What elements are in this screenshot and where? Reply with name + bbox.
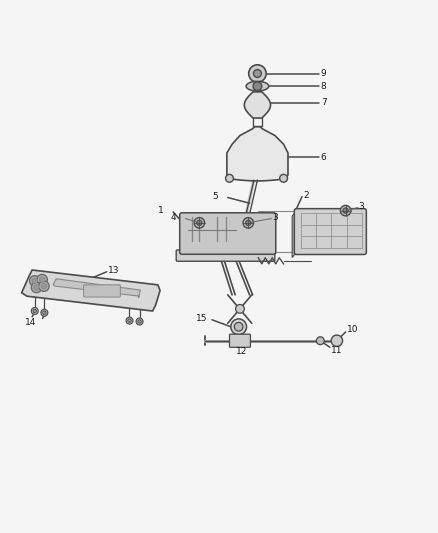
Text: 1: 1 — [158, 206, 164, 215]
FancyBboxPatch shape — [180, 213, 276, 254]
Circle shape — [343, 208, 348, 213]
Circle shape — [234, 322, 243, 331]
Circle shape — [231, 319, 247, 335]
Circle shape — [249, 65, 266, 82]
Text: 2: 2 — [303, 191, 309, 200]
Text: 10: 10 — [347, 325, 358, 334]
Polygon shape — [227, 127, 288, 181]
Circle shape — [316, 337, 324, 345]
Circle shape — [194, 217, 205, 228]
Ellipse shape — [246, 82, 269, 91]
FancyBboxPatch shape — [294, 208, 366, 254]
Polygon shape — [244, 92, 271, 118]
Circle shape — [138, 320, 141, 323]
Polygon shape — [53, 279, 141, 298]
Circle shape — [33, 309, 36, 313]
Text: 3: 3 — [273, 213, 279, 222]
Circle shape — [29, 276, 40, 286]
Circle shape — [280, 174, 288, 182]
Text: 5: 5 — [212, 192, 218, 201]
Text: 11: 11 — [331, 346, 342, 355]
Circle shape — [31, 282, 42, 293]
Text: 7: 7 — [321, 98, 326, 107]
Circle shape — [246, 220, 251, 225]
Circle shape — [126, 317, 133, 324]
Circle shape — [37, 274, 47, 285]
Circle shape — [226, 174, 233, 182]
Circle shape — [34, 285, 39, 290]
Text: 13: 13 — [108, 266, 119, 275]
Polygon shape — [292, 211, 297, 257]
Text: 15: 15 — [196, 314, 208, 324]
Circle shape — [32, 278, 37, 284]
Circle shape — [331, 335, 343, 346]
Circle shape — [254, 70, 261, 77]
FancyBboxPatch shape — [84, 285, 120, 297]
Text: 6: 6 — [321, 153, 326, 162]
Circle shape — [42, 311, 46, 314]
Circle shape — [253, 82, 262, 91]
Text: 3: 3 — [359, 202, 364, 211]
Circle shape — [41, 309, 48, 316]
Text: 12: 12 — [236, 347, 247, 356]
Text: 14: 14 — [25, 318, 36, 327]
Circle shape — [31, 308, 38, 314]
Text: 9: 9 — [321, 69, 326, 78]
Circle shape — [243, 217, 254, 228]
Circle shape — [39, 281, 49, 292]
Circle shape — [136, 318, 143, 325]
Circle shape — [39, 277, 45, 282]
Circle shape — [197, 220, 202, 225]
Polygon shape — [21, 270, 160, 311]
FancyBboxPatch shape — [176, 250, 275, 261]
Circle shape — [236, 304, 244, 313]
Circle shape — [41, 284, 46, 289]
Circle shape — [340, 205, 351, 216]
FancyBboxPatch shape — [230, 334, 251, 348]
Text: 8: 8 — [321, 82, 326, 91]
Text: 4: 4 — [171, 213, 177, 222]
Circle shape — [128, 319, 131, 322]
